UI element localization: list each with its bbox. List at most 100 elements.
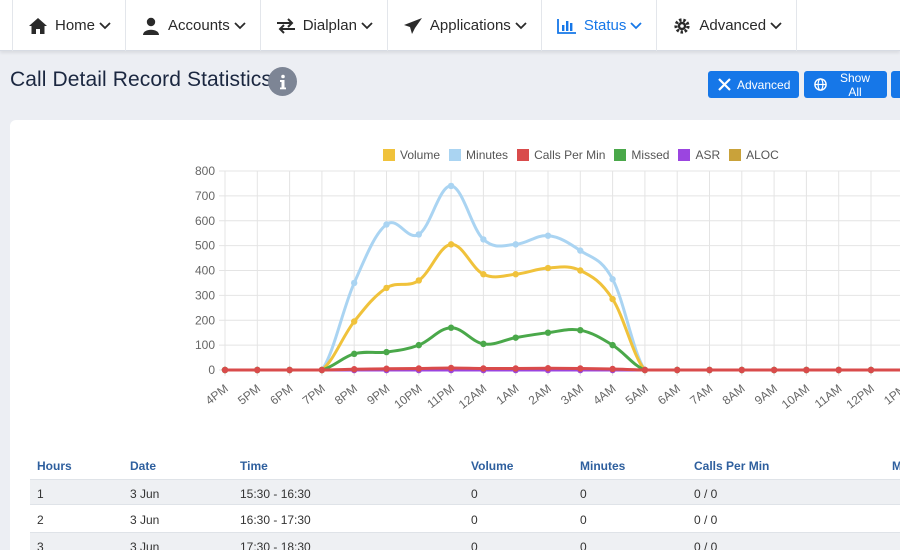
data-point-missed[interactable] (415, 341, 422, 349)
nav-applications[interactable]: Applications (388, 0, 542, 51)
legend-item-volume[interactable]: Volume (383, 148, 440, 162)
data-point-missed[interactable] (544, 329, 552, 336)
x-tick-label: 7AM (687, 381, 715, 407)
x-tick-label: 2AM (526, 381, 554, 407)
data-point-missed[interactable] (512, 334, 519, 341)
data-point-calls-per-min[interactable] (803, 366, 810, 374)
data-point-minutes[interactable] (609, 276, 616, 283)
data-point-missed[interactable] (447, 324, 455, 331)
cell-hours: 1 (37, 487, 44, 501)
table-row: 3 3 Jun 17:30 - 18:30 0 0 0 / 0 (30, 532, 900, 550)
data-point-minutes[interactable] (415, 231, 422, 238)
bar-chart-icon (556, 16, 578, 36)
series-line-minutes (224, 184, 900, 372)
data-point-volume[interactable] (351, 318, 358, 325)
legend-label: ASR (695, 148, 721, 162)
data-point-calls-per-min[interactable] (447, 364, 455, 372)
data-point-volume[interactable] (447, 241, 455, 248)
x-tick-label: 7PM (300, 381, 328, 407)
data-point-minutes[interactable] (480, 236, 487, 243)
data-point-calls-per-min[interactable] (221, 366, 229, 374)
info-icon[interactable] (268, 67, 297, 96)
nav-dialplan[interactable]: Dialplan (261, 0, 388, 51)
legend-swatch (729, 149, 742, 161)
data-point-minutes[interactable] (512, 241, 519, 248)
nav-status[interactable]: Status (542, 0, 658, 51)
column-header-calls-per-min[interactable]: Calls Per Min (694, 459, 770, 473)
data-point-calls-per-min[interactable] (383, 365, 390, 372)
nav-advanced[interactable]: Advanced (657, 0, 798, 51)
legend-item-calls-per-min[interactable]: Calls Per Min (517, 148, 605, 162)
data-point-calls-per-min[interactable] (544, 365, 552, 372)
extra-action-button[interactable] (891, 71, 900, 98)
data-point-minutes[interactable] (447, 182, 455, 190)
legend-item-missed[interactable]: Missed (614, 148, 669, 162)
data-point-calls-per-min[interactable] (415, 365, 422, 372)
y-tick-label: 500 (195, 239, 215, 253)
data-point-volume[interactable] (383, 284, 390, 292)
legend-item-asr[interactable]: ASR (678, 148, 720, 162)
cell-date: 3 Jun (130, 540, 160, 550)
data-point-missed[interactable] (480, 340, 487, 348)
nav-accounts[interactable]: Accounts (126, 0, 261, 51)
data-point-missed[interactable] (609, 341, 616, 349)
y-tick-label: 700 (195, 189, 215, 203)
data-point-calls-per-min[interactable] (867, 366, 875, 374)
paper-plane-icon (402, 16, 424, 36)
data-point-volume[interactable] (544, 264, 552, 272)
data-point-calls-per-min[interactable] (512, 365, 519, 372)
data-point-calls-per-min[interactable] (835, 366, 842, 374)
legend-label: Minutes (466, 148, 509, 162)
legend-item-aloc[interactable]: ALOC (729, 148, 779, 162)
data-point-volume[interactable] (415, 277, 422, 284)
data-point-calls-per-min[interactable] (674, 366, 681, 374)
data-point-calls-per-min[interactable] (351, 366, 358, 373)
data-point-volume[interactable] (609, 295, 616, 303)
cell-date: 3 Jun (130, 513, 160, 527)
column-header-volume[interactable]: Volume (471, 459, 514, 473)
column-header-hours[interactable]: Hours (37, 459, 72, 473)
data-point-volume[interactable] (577, 267, 584, 274)
data-point-calls-per-min[interactable] (577, 365, 584, 372)
legend-item-minutes[interactable]: Minutes (449, 148, 508, 162)
column-header-missed[interactable]: M (892, 459, 900, 473)
x-tick-label: 5PM (235, 381, 263, 407)
column-header-minutes[interactable]: Minutes (580, 459, 626, 473)
data-point-volume[interactable] (512, 271, 519, 278)
cell-volume: 0 (471, 513, 478, 527)
data-point-missed[interactable] (351, 350, 358, 358)
data-point-volume[interactable] (480, 271, 487, 278)
top-navbar: Home Accounts Dialplan Applications Stat… (0, 0, 900, 51)
y-tick-label: 400 (195, 264, 215, 278)
cell-time: 15:30 - 16:30 (240, 487, 311, 501)
data-point-minutes[interactable] (544, 232, 552, 239)
data-point-calls-per-min[interactable] (609, 365, 616, 373)
x-tick-label: 10AM (779, 381, 812, 411)
legend-label: Volume (400, 148, 441, 162)
data-point-calls-per-min[interactable] (318, 366, 326, 374)
data-point-calls-per-min[interactable] (480, 365, 487, 372)
column-header-time[interactable]: Time (240, 459, 268, 473)
data-point-minutes[interactable] (351, 279, 358, 287)
data-point-missed[interactable] (577, 327, 584, 334)
data-point-calls-per-min[interactable] (641, 366, 649, 374)
data-point-calls-per-min[interactable] (286, 366, 293, 374)
column-header-date[interactable]: Date (130, 459, 157, 473)
cell-volume: 0 (471, 487, 478, 501)
data-point-minutes[interactable] (383, 221, 390, 228)
x-tick-label: 6PM (267, 381, 295, 407)
show-all-button[interactable]: Show All (804, 71, 887, 99)
data-point-calls-per-min[interactable] (706, 366, 713, 374)
data-point-minutes[interactable] (577, 247, 584, 254)
advanced-button[interactable]: Advanced (708, 71, 799, 98)
data-point-calls-per-min[interactable] (770, 366, 778, 374)
data-point-calls-per-min[interactable] (738, 366, 745, 374)
cell-calls-per-min: 0 / 0 (694, 540, 718, 550)
arrows-exchange-icon (275, 16, 297, 36)
legend-label: ALOC (746, 148, 779, 162)
chart-legend: Volume Minutes Calls Per Min Missed ASR … (383, 148, 788, 162)
legend-label: Missed (631, 148, 670, 162)
nav-home[interactable]: Home (12, 0, 127, 51)
data-point-missed[interactable] (383, 348, 390, 356)
data-point-calls-per-min[interactable] (254, 366, 261, 374)
